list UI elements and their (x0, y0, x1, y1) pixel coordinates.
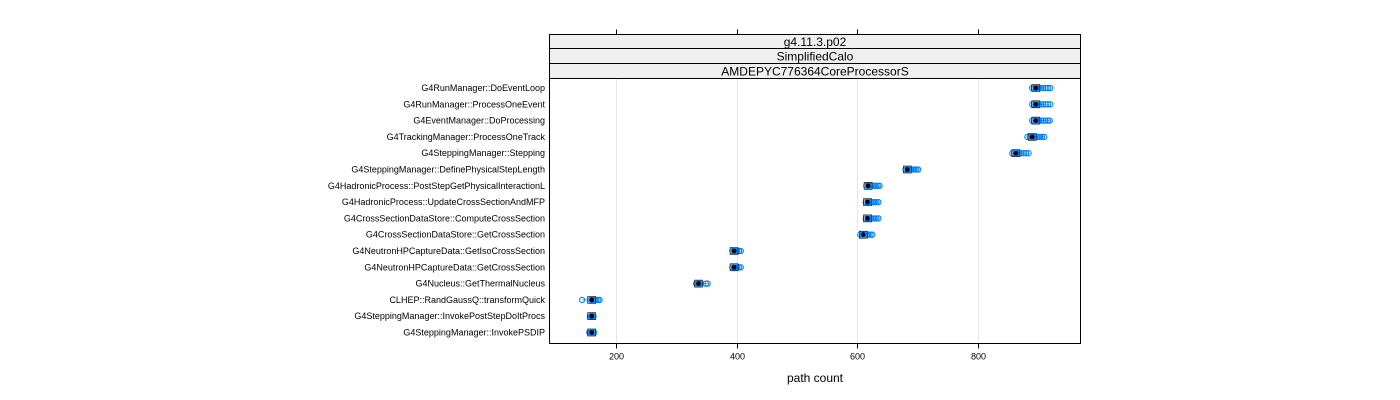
row-marks-0 (1029, 84, 1054, 92)
box-7 (863, 198, 872, 206)
data-point-8-6 (873, 215, 880, 222)
row-marks-4 (1009, 149, 1032, 157)
median-dot-12 (696, 281, 701, 286)
box-4 (1011, 149, 1021, 157)
box-5 (902, 165, 912, 174)
median-dot-14 (589, 313, 595, 319)
box-11 (729, 263, 739, 272)
data-point-12-5 (704, 280, 711, 287)
tick-label-200: 200 (609, 352, 624, 362)
row-marks-5 (902, 165, 922, 174)
panel-border (549, 78, 1081, 344)
row-marks-11 (729, 263, 744, 272)
category-label-1: G4RunManager::ProcessOneEvent (403, 99, 545, 109)
data-point-3-8 (1041, 133, 1048, 141)
row-marks-10 (729, 247, 744, 255)
points-layer (578, 84, 1054, 337)
box-15 (587, 328, 597, 337)
category-label-6: G4HadronicProcess::PostStepGetPhysicalIn… (328, 181, 545, 191)
box-3 (1027, 133, 1037, 141)
row-marks-1 (1029, 100, 1054, 109)
category-labels: G4RunManager::DoEventLoopG4RunManager::P… (328, 83, 546, 338)
data-point-9-4 (865, 231, 872, 238)
median-dot-6 (865, 183, 871, 189)
row-marks-14 (586, 312, 597, 321)
category-label-9: G4CrossSectionDataStore::GetCrossSection (366, 230, 545, 240)
category-label-8: G4CrossSectionDataStore::ComputeCrossSec… (344, 213, 545, 223)
median-dot-13 (589, 297, 595, 303)
data-point-13-0 (578, 296, 586, 304)
median-dot-9 (860, 232, 866, 238)
row-marks-3 (1024, 133, 1048, 141)
box-9 (858, 230, 868, 239)
median-dot-7 (865, 199, 870, 205)
row-marks-6 (863, 182, 883, 190)
median-dot-8 (865, 216, 870, 221)
median-dot-0 (1033, 85, 1039, 91)
data-point-13-6 (596, 296, 603, 304)
category-label-3: G4TrackingManager::ProcessOneTrack (387, 132, 546, 142)
strip-label-version: g4.11.3.p02 (784, 35, 847, 49)
row-marks-13 (578, 296, 603, 304)
median-dot-11 (731, 264, 737, 270)
strip-label-benchmark: SimplifiedCalo (777, 50, 854, 64)
category-label-4: G4SteppingManager::Stepping (421, 148, 545, 158)
category-label-0: G4RunManager::DoEventLoop (421, 83, 545, 93)
data-point-7-6 (873, 198, 880, 206)
grid-layer (616, 78, 979, 344)
category-label-11: G4NeutronHPCaptureData::GetCrossSection (364, 262, 545, 272)
box-2 (1031, 116, 1041, 125)
row-marks-9 (857, 230, 876, 239)
data-point-3-7 (1038, 133, 1046, 141)
box-10 (729, 247, 739, 255)
row-marks-8 (862, 214, 882, 223)
category-label-12: G4Nucleus::GetThermalNucleus (415, 279, 545, 289)
box-13 (587, 296, 597, 304)
median-dot-5 (904, 167, 910, 172)
box-0 (1031, 84, 1041, 92)
category-label-5: G4SteppingManager::DefinePhysicalStepLen… (351, 165, 545, 175)
box-1 (1031, 100, 1041, 109)
tick-label-400: 400 (730, 352, 745, 362)
box-14 (587, 312, 597, 321)
strip-label-cpu: AMDEPYC776364CoreProcessorS (721, 65, 908, 79)
median-dot-10 (731, 248, 737, 254)
row-marks-12 (692, 279, 711, 288)
box-6 (863, 182, 873, 190)
data-point-5-6 (913, 166, 920, 173)
box-8 (863, 214, 872, 223)
box-12 (694, 279, 703, 288)
category-label-7: G4HadronicProcess::UpdateCrossSectionAnd… (342, 197, 545, 207)
median-dot-1 (1033, 101, 1039, 107)
tick-label-600: 600 (850, 352, 865, 362)
data-point-2-9 (1046, 117, 1053, 124)
row-marks-7 (862, 198, 882, 206)
row-marks-15 (586, 328, 598, 337)
data-point-4-7 (1023, 150, 1030, 157)
tick-label-800: 800 (971, 352, 986, 362)
row-marks-2 (1029, 116, 1053, 125)
data-point-6-6 (874, 182, 881, 189)
median-dot-2 (1033, 118, 1039, 123)
median-dot-4 (1013, 150, 1019, 156)
median-dot-15 (589, 330, 595, 335)
category-label-13: CLHEP::RandGaussQ::transformQuick (389, 295, 545, 305)
category-label-2: G4EventManager::DoProcessing (413, 116, 545, 126)
x-axis-ticks: 200 400 600 800 (609, 29, 986, 362)
median-dot-3 (1029, 134, 1035, 140)
category-label-10: G4NeutronHPCaptureData::GetIsoCrossSecti… (352, 246, 545, 256)
category-label-15: G4SteppingManager::InvokePSDIP (403, 328, 545, 338)
x-axis-title: path count (787, 371, 844, 385)
category-label-14: G4SteppingManager::InvokePostStepDoItPro… (354, 311, 545, 321)
